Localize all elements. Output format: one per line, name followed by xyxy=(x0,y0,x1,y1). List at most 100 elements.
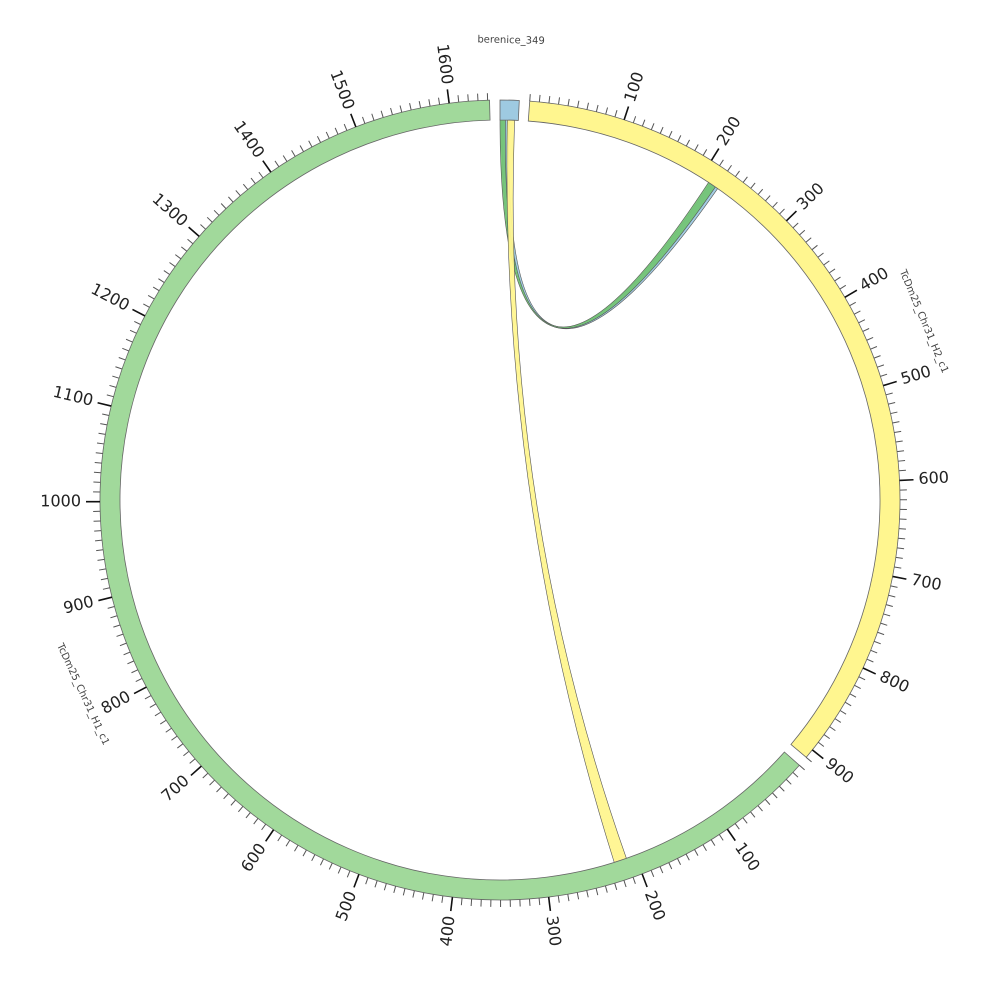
major-tick xyxy=(893,576,907,579)
minor-tick xyxy=(153,287,159,291)
minor-tick xyxy=(214,210,219,215)
minor-tick xyxy=(338,867,341,873)
minor-tick xyxy=(283,156,287,162)
minor-tick xyxy=(859,320,865,323)
minor-tick xyxy=(363,117,365,124)
minor-tick xyxy=(877,365,884,367)
segment-label: TcDm25_Chr31_H1_c1 xyxy=(54,641,111,747)
minor-tick xyxy=(130,330,136,333)
minor-tick xyxy=(880,374,887,376)
minor-tick xyxy=(394,886,396,893)
minor-tick xyxy=(711,840,715,846)
minor-tick xyxy=(539,898,540,905)
minor-tick xyxy=(164,271,170,275)
minor-tick xyxy=(896,557,903,558)
minor-tick xyxy=(97,443,104,444)
major-tick xyxy=(447,89,449,103)
minor-tick xyxy=(871,650,877,653)
minor-tick xyxy=(840,285,846,289)
minor-tick xyxy=(262,824,266,830)
link xyxy=(507,120,627,862)
minor-tick xyxy=(793,223,798,228)
minor-tick xyxy=(117,634,124,636)
minor-tick xyxy=(897,548,904,549)
minor-tick xyxy=(539,95,540,102)
minor-tick xyxy=(145,696,151,699)
tick-label: 1100 xyxy=(51,382,95,410)
minor-tick xyxy=(115,367,122,369)
minor-tick xyxy=(375,881,377,888)
major-tick xyxy=(451,897,453,911)
minor-tick xyxy=(669,131,672,137)
minor-tick xyxy=(108,606,115,608)
minor-tick xyxy=(786,779,791,784)
minor-tick xyxy=(894,567,901,568)
minor-tick xyxy=(615,883,617,890)
minor-tick xyxy=(765,196,770,201)
minor-tick xyxy=(894,431,901,432)
minor-tick xyxy=(818,742,824,746)
tick-label: 100 xyxy=(620,69,648,104)
tick-label: 1500 xyxy=(326,67,358,112)
minor-tick xyxy=(587,890,589,897)
minor-tick xyxy=(829,269,835,273)
minor-tick xyxy=(845,702,851,706)
major-tick xyxy=(191,766,201,775)
minor-tick xyxy=(806,238,811,243)
minor-tick xyxy=(317,136,320,142)
minor-tick xyxy=(898,538,905,539)
minor-tick xyxy=(530,94,531,101)
tick-label: 300 xyxy=(793,179,828,214)
minor-tick xyxy=(812,245,817,249)
minor-tick xyxy=(217,787,222,792)
minor-tick xyxy=(236,190,241,195)
major-tick xyxy=(134,687,146,694)
minor-tick xyxy=(166,728,172,732)
major-tick xyxy=(266,830,274,842)
minor-tick xyxy=(686,854,689,860)
minor-tick xyxy=(400,105,402,112)
minor-tick xyxy=(131,670,137,673)
minor-tick xyxy=(780,209,785,214)
minor-tick xyxy=(835,719,841,723)
minor-tick xyxy=(850,302,856,305)
tick-label: 900 xyxy=(822,754,858,788)
minor-tick xyxy=(824,261,830,265)
minor-tick xyxy=(203,773,208,778)
minor-tick xyxy=(439,98,440,105)
minor-tick xyxy=(210,780,215,785)
minor-tick xyxy=(549,96,550,103)
minor-tick xyxy=(183,751,188,755)
minor-tick xyxy=(743,177,747,183)
minor-tick xyxy=(874,356,881,358)
minor-tick xyxy=(98,559,105,560)
minor-tick xyxy=(347,871,350,877)
minor-tick xyxy=(867,659,873,662)
minor-tick xyxy=(95,540,102,541)
minor-tick xyxy=(883,614,890,616)
minor-tick xyxy=(442,896,443,903)
minor-tick xyxy=(578,101,579,108)
minor-tick xyxy=(577,892,578,899)
minor-tick xyxy=(870,347,876,350)
minor-tick xyxy=(381,111,383,118)
tick-label: 200 xyxy=(641,888,670,923)
minor-tick xyxy=(112,376,119,378)
minor-tick xyxy=(95,462,102,463)
minor-tick xyxy=(99,433,106,434)
minor-tick xyxy=(303,850,306,856)
major-tick xyxy=(812,750,823,759)
minor-tick xyxy=(275,161,279,167)
minor-tick xyxy=(127,661,133,664)
major-tick xyxy=(132,309,144,315)
tick-label: 800 xyxy=(98,687,134,718)
tick-label: 200 xyxy=(713,113,745,149)
minor-tick xyxy=(596,888,598,895)
minor-tick xyxy=(772,793,777,798)
minor-tick xyxy=(695,849,698,855)
minor-tick xyxy=(292,150,296,156)
minor-tick xyxy=(148,295,154,299)
minor-tick xyxy=(719,835,723,841)
minor-tick xyxy=(893,422,900,423)
